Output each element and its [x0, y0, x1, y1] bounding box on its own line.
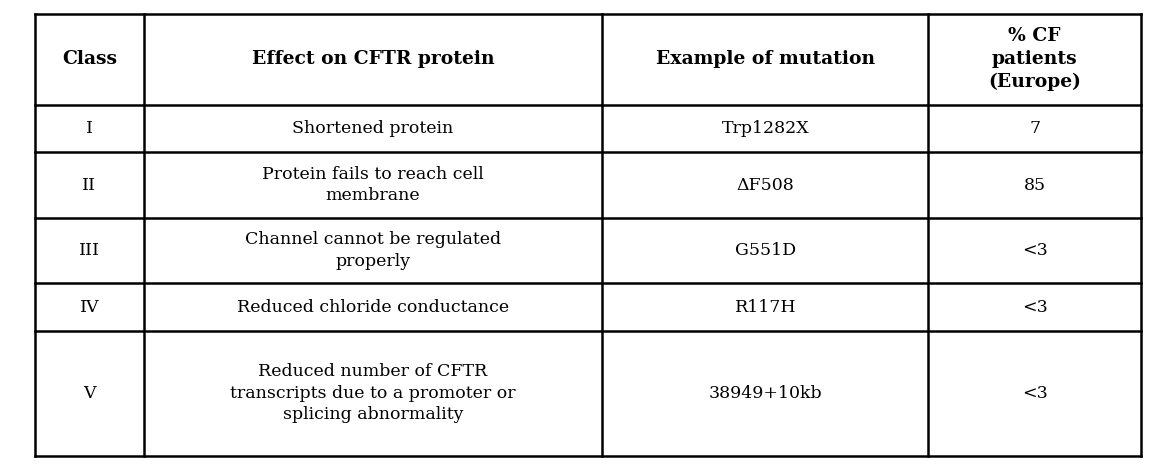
Text: G551D: G551D	[735, 242, 796, 259]
Text: 85: 85	[1023, 177, 1045, 194]
Text: Reduced number of CFTR
transcripts due to a promoter or
splicing abnormality: Reduced number of CFTR transcripts due t…	[230, 363, 516, 423]
Text: R117H: R117H	[735, 298, 796, 315]
Text: 7: 7	[1029, 120, 1040, 137]
Text: % CF
patients
(Europe): % CF patients (Europe)	[988, 27, 1081, 92]
Text: V: V	[83, 385, 95, 402]
Text: Class: Class	[62, 50, 116, 68]
Text: Reduced chloride conductance: Reduced chloride conductance	[236, 298, 509, 315]
Text: Protein fails to reach cell
membrane: Protein fails to reach cell membrane	[262, 166, 483, 204]
Text: I: I	[86, 120, 93, 137]
Text: Trp1282X: Trp1282X	[722, 120, 809, 137]
Text: <3: <3	[1022, 298, 1048, 315]
Text: II: II	[82, 177, 96, 194]
Text: IV: IV	[80, 298, 99, 315]
Text: III: III	[79, 242, 100, 259]
Text: Example of mutation: Example of mutation	[656, 50, 875, 68]
Text: <3: <3	[1022, 385, 1048, 402]
Text: Channel cannot be regulated
properly: Channel cannot be regulated properly	[245, 231, 501, 270]
Text: 38949+10kb: 38949+10kb	[709, 385, 822, 402]
Text: Effect on CFTR protein: Effect on CFTR protein	[252, 50, 494, 68]
Text: <3: <3	[1022, 242, 1048, 259]
Text: ΔF508: ΔF508	[736, 177, 794, 194]
Text: Shortened protein: Shortened protein	[293, 120, 454, 137]
